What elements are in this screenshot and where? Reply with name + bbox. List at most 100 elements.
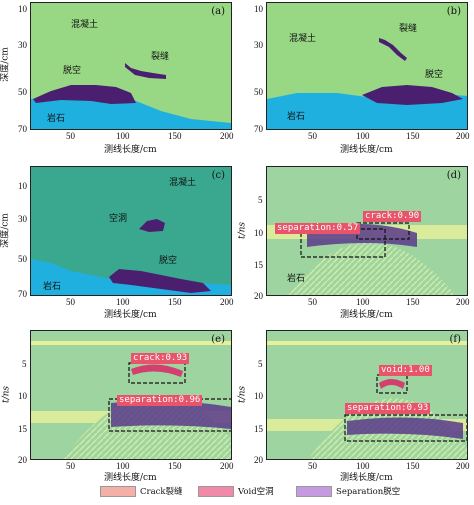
ytick: 50 bbox=[18, 87, 27, 97]
ytick: 70 bbox=[18, 124, 27, 134]
ytick: 30 bbox=[254, 40, 263, 50]
ytick: 30 bbox=[18, 214, 27, 224]
panel-b-plot bbox=[267, 3, 467, 129]
ytick: 70 bbox=[18, 289, 27, 299]
ylabel-depth-a: 深度/cm bbox=[0, 47, 11, 82]
separation-label: 脱空 bbox=[63, 66, 82, 76]
legend-crack-swatch bbox=[100, 486, 136, 497]
ytick: 50 bbox=[254, 87, 263, 97]
panel-c-label: (c) bbox=[211, 170, 225, 181]
rock-label: 岩石 bbox=[287, 274, 306, 284]
separation-defect bbox=[362, 85, 463, 105]
panel-b-label: (b) bbox=[446, 6, 461, 17]
xlabel-d: 测线长度/cm bbox=[340, 310, 393, 320]
xlabel-c: 测线长度/cm bbox=[104, 310, 157, 320]
void-reflection bbox=[379, 379, 405, 389]
rock-label: 岩石 bbox=[47, 114, 66, 124]
xtick: 200 bbox=[456, 461, 470, 471]
separation-reflection bbox=[347, 417, 463, 439]
concrete-label: 混凝土 bbox=[169, 178, 197, 188]
panel-f-label: (f) bbox=[449, 334, 461, 345]
separation-label: 脱空 bbox=[159, 256, 178, 266]
rock-label: 岩石 bbox=[43, 282, 62, 292]
ytick: 5 bbox=[22, 359, 27, 369]
detection-void: void:1.00 bbox=[379, 365, 432, 376]
xtick: 50 bbox=[66, 131, 75, 141]
xtick: 150 bbox=[406, 461, 420, 471]
xtick: 100 bbox=[356, 461, 370, 471]
panel-a-plot bbox=[31, 3, 231, 129]
xlabel-f: 测线长度/cm bbox=[340, 473, 393, 483]
xtick: 50 bbox=[308, 297, 317, 307]
separation-label: 脱空 bbox=[425, 70, 444, 80]
crack-label: 裂缝 bbox=[151, 52, 170, 62]
xtick: 100 bbox=[116, 461, 130, 471]
xtick: 150 bbox=[168, 297, 182, 307]
xtick: 200 bbox=[456, 297, 470, 307]
panel-a: (a) 混凝土 裂缝 脱空 岩石 bbox=[30, 2, 232, 130]
legend-void-label: Void空洞 bbox=[238, 487, 274, 497]
crack-defect bbox=[379, 38, 407, 61]
panel-f-plot bbox=[267, 331, 467, 459]
xtick: 100 bbox=[356, 297, 370, 307]
ytick: 15 bbox=[18, 424, 27, 434]
ytick: 10 bbox=[254, 228, 263, 238]
ytick: 10 bbox=[18, 391, 27, 401]
void-defect bbox=[139, 219, 165, 232]
separation-defect bbox=[109, 269, 211, 293]
concrete-label: 混凝土 bbox=[289, 34, 317, 44]
ytick: 20 bbox=[18, 455, 27, 465]
rock-label: 岩石 bbox=[287, 112, 306, 122]
panel-f: (f) void:1.00 separation:0.93 bbox=[266, 330, 468, 460]
ytick: 30 bbox=[18, 40, 27, 50]
xlabel-e: 测线长度/cm bbox=[104, 473, 157, 483]
xtick: 200 bbox=[220, 461, 234, 471]
xlabel-b: 测线长度/cm bbox=[340, 145, 393, 155]
ytick: 15 bbox=[254, 260, 263, 270]
legend-crack-label: Crack裂缝 bbox=[140, 487, 183, 497]
ylabel-time-d: t/ns bbox=[237, 221, 248, 240]
xtick: 100 bbox=[116, 131, 130, 141]
panel-e-plot bbox=[31, 331, 231, 459]
concrete-label: 混凝土 bbox=[71, 20, 99, 30]
ytick: 10 bbox=[18, 4, 27, 14]
ytick: 20 bbox=[254, 455, 263, 465]
xlabel-a: 测线长度/cm bbox=[104, 145, 157, 155]
xtick: 150 bbox=[406, 131, 420, 141]
crack-defect bbox=[125, 63, 166, 79]
detection-separation: separation:0.96 bbox=[117, 395, 203, 406]
crack-label: 裂缝 bbox=[399, 24, 418, 34]
xtick: 200 bbox=[456, 131, 470, 141]
xtick: 50 bbox=[308, 131, 317, 141]
ytick: 10 bbox=[254, 391, 263, 401]
panel-d-label: (d) bbox=[446, 170, 461, 181]
ylabel-time-e: t/ns bbox=[1, 385, 12, 404]
separation-reflection bbox=[111, 400, 231, 429]
ytick: 70 bbox=[254, 124, 263, 134]
xtick: 200 bbox=[220, 131, 234, 141]
xtick: 100 bbox=[116, 297, 130, 307]
xtick: 200 bbox=[220, 297, 234, 307]
detection-crack: crack:0.93 bbox=[131, 353, 190, 364]
legend-separation-label: Separation脱空 bbox=[336, 487, 401, 497]
xtick: 150 bbox=[168, 461, 182, 471]
ytick: 10 bbox=[254, 4, 263, 14]
ytick: 50 bbox=[18, 254, 27, 264]
legend-void-swatch bbox=[198, 486, 234, 497]
panel-a-label: (a) bbox=[211, 6, 225, 17]
ylabel-time-f: t/ns bbox=[237, 385, 248, 404]
panel-e: (e) crack:0.93 separation:0.96 bbox=[30, 330, 232, 460]
detection-crack: crack:0.90 bbox=[363, 211, 422, 222]
xtick: 100 bbox=[356, 131, 370, 141]
separation-defect bbox=[33, 85, 136, 104]
xtick: 150 bbox=[406, 297, 420, 307]
ytick: 20 bbox=[254, 291, 263, 301]
ytick: 10 bbox=[18, 181, 27, 191]
void-label: 空洞 bbox=[109, 214, 128, 224]
xtick: 50 bbox=[66, 297, 75, 307]
panel-d: (d) crack:0.90 separation:0.57 岩石 bbox=[266, 166, 468, 296]
panel-c-plot bbox=[31, 167, 231, 295]
panel-c: (c) 混凝土 空洞 脱空 岩石 bbox=[30, 166, 232, 296]
xtick: 150 bbox=[168, 131, 182, 141]
ytick: 5 bbox=[258, 195, 263, 205]
